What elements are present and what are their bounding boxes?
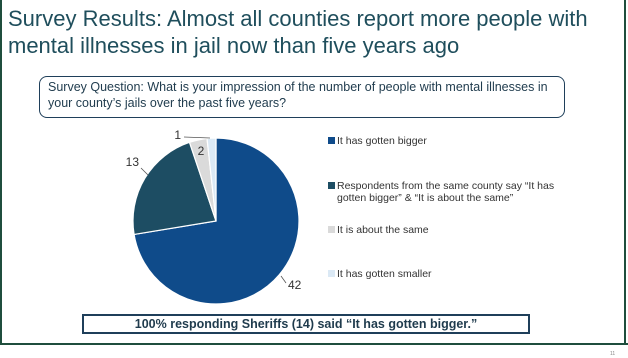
bottom-rule bbox=[0, 343, 628, 345]
page-number: 11 bbox=[610, 351, 616, 357]
data-label-leader bbox=[183, 136, 211, 139]
legend-swatch bbox=[328, 226, 335, 233]
data-label-leader bbox=[140, 167, 149, 176]
sheriffs-callout: 100% responding Sheriffs (14) said “It h… bbox=[82, 314, 530, 334]
data-label: 1 bbox=[174, 128, 181, 142]
data-label: 13 bbox=[126, 155, 140, 169]
legend-swatch bbox=[328, 270, 335, 277]
data-label-leader bbox=[280, 275, 287, 284]
pie-slice-same-county bbox=[132, 141, 217, 236]
legend-label: Respondents from the same county say “It… bbox=[337, 180, 555, 204]
legend-label: It has gotten bigger bbox=[337, 135, 427, 147]
slide-frame bbox=[0, 0, 626, 344]
legend-label: It is about the same bbox=[337, 224, 429, 236]
data-label: 2 bbox=[198, 144, 205, 158]
legend-swatch bbox=[328, 137, 335, 144]
data-label: 42 bbox=[288, 278, 302, 292]
legend-label: It has gotten smaller bbox=[337, 268, 432, 280]
survey-question-box: Survey Question: What is your impression… bbox=[39, 76, 565, 118]
pie-slice-smaller bbox=[206, 137, 217, 222]
slide-title: Survey Results: Almost all counties repo… bbox=[8, 6, 588, 58]
legend-swatch bbox=[328, 182, 335, 189]
